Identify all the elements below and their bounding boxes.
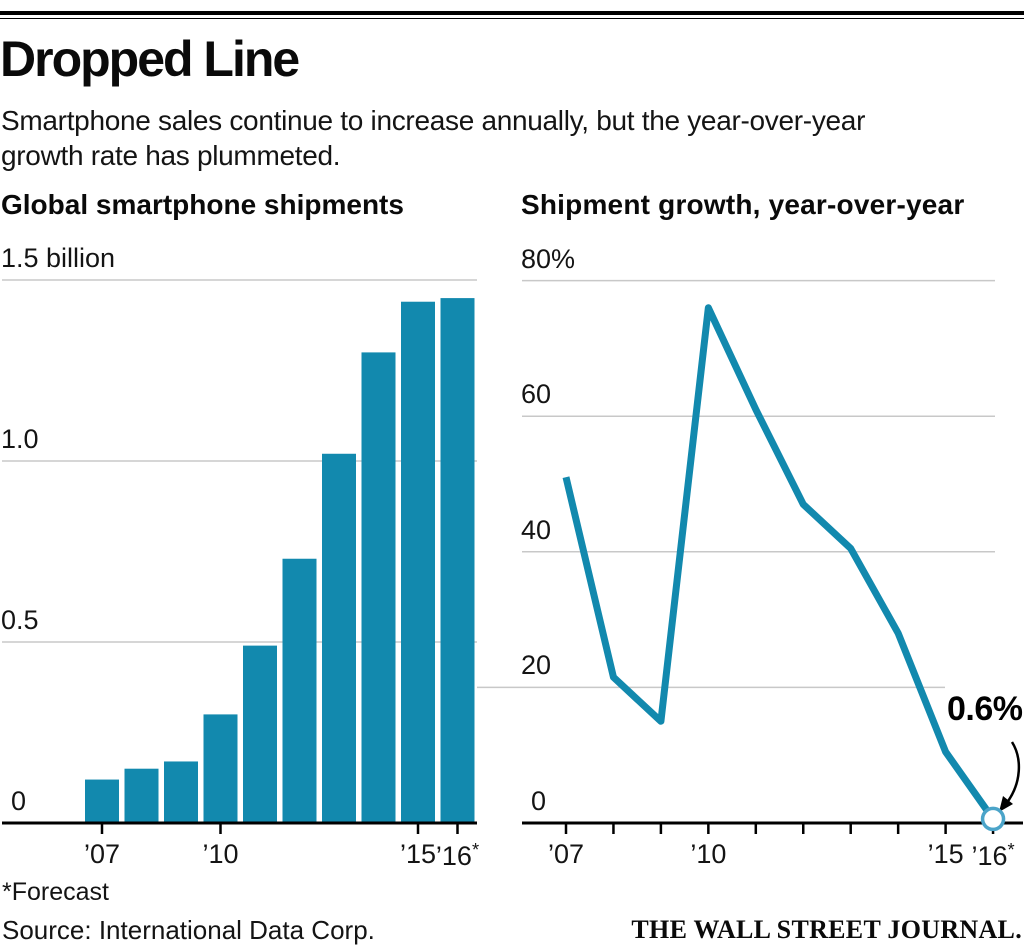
annotation-arrowhead: [999, 796, 1013, 812]
bar-2011: [243, 645, 277, 823]
line-ytick-20: 20: [521, 650, 552, 681]
bar-2010: [203, 714, 238, 823]
line-xtick-15: ’15: [886, 839, 1006, 870]
bar-ytick-0-5: 0.5: [1, 605, 39, 635]
bar-xtick-16: ’16*: [398, 839, 518, 872]
bar-2014: [361, 352, 396, 823]
bar-xtick-15: ’15: [358, 839, 478, 870]
line-ytick-60: 60: [521, 379, 552, 410]
bar-xtick-07-text: ’07: [83, 839, 121, 869]
wsj-brand: THE WALL STREET JOURNAL.: [631, 915, 1022, 944]
line-xtick-15-text: ’15: [927, 839, 964, 869]
bar-xtick-16-asterisk: *: [471, 839, 480, 860]
endpoint-marker: [980, 806, 1006, 832]
bar-2007: [85, 779, 119, 823]
annotation-arrow: [1005, 741, 1021, 805]
bar-ytick-1-0: 1.0: [1, 424, 39, 454]
bar-2015: [401, 301, 435, 824]
bar-2016: [440, 298, 475, 824]
line-ytick-40: 40: [521, 514, 552, 545]
top-rule-thick: [0, 11, 1024, 15]
bar-xtick-10: ’10: [161, 839, 281, 870]
page-title: Dropped Line: [0, 31, 300, 87]
bar-xtick-07: ’07: [42, 839, 162, 870]
growth-line: [562, 304, 996, 821]
line-xtick-10: ’10: [648, 839, 768, 870]
bar-ytick-0: 0: [11, 786, 27, 816]
bar-ytick-1-5-billion: 1.5 billion: [1, 243, 116, 273]
bar-2012: [282, 558, 317, 823]
source-line: Source: International Data Corp.: [2, 915, 375, 945]
bar-2008: [124, 768, 159, 823]
line-ytick-0: 0: [531, 786, 547, 816]
bar-xtick-10-text: ’10: [202, 839, 239, 869]
subtitle: Smartphone sales continue to increase an…: [1, 105, 866, 171]
top-rule-thin: [0, 18, 1024, 19]
line-xtick-10-text: ’10: [690, 839, 727, 869]
endpoint-annotation: 0.6%: [947, 690, 1023, 728]
line-chart-title: Shipment growth, year-over-year: [521, 189, 965, 220]
bar-xtick-15-text: ’15: [399, 839, 437, 869]
line-xtick-16-text: ’16: [971, 841, 1008, 872]
bar-chart-title: Global smartphone shipments: [1, 189, 404, 220]
line-xtick-07-text: ’07: [547, 839, 585, 869]
forecast-footnote: *Forecast: [2, 878, 109, 906]
bar-xtick-16-text: ’16: [435, 841, 472, 872]
bar-2013: [322, 453, 356, 823]
line-ytick-80pct: 80%: [521, 243, 576, 274]
bar-2009: [164, 761, 198, 823]
line-xtick-16-asterisk: *: [1007, 839, 1015, 860]
line-xtick-07: ’07: [506, 839, 626, 870]
line-xtick-16: ’16*: [933, 839, 1024, 872]
